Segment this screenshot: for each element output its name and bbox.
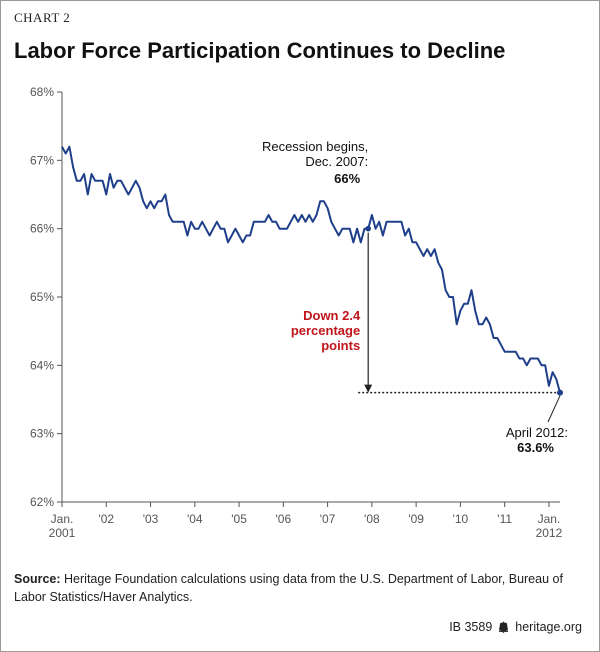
decline-label: Down 2.4 — [303, 308, 361, 323]
y-tick-label: 65% — [30, 290, 54, 304]
liberty-bell-icon — [499, 621, 509, 633]
source-label: Source: — [14, 572, 61, 586]
brief-id: IB 3589 — [449, 620, 493, 634]
y-tick-label: 63% — [30, 427, 54, 441]
y-tick-label: 67% — [30, 153, 54, 167]
x-tick-label: '09 — [408, 512, 424, 526]
x-tick-label: '05 — [231, 512, 247, 526]
source-text: Heritage Foundation calculations using d… — [14, 572, 563, 604]
end-leader-line — [547, 395, 561, 423]
end-value-label: 63.6% — [517, 440, 554, 455]
x-tick-label: '07 — [320, 512, 336, 526]
x-tick-label: '03 — [143, 512, 159, 526]
x-tick-label: '06 — [276, 512, 292, 526]
y-tick-label: 64% — [30, 358, 54, 372]
x-tick-label: 2012 — [536, 526, 563, 540]
x-tick-label: Jan. — [51, 512, 74, 526]
recession-label: Recession begins, — [262, 139, 368, 154]
site-url: heritage.org — [515, 620, 582, 634]
x-tick-label: '10 — [453, 512, 469, 526]
x-tick-label: '04 — [187, 512, 203, 526]
x-tick-label: '11 — [497, 512, 512, 526]
end-label: April 2012: — [506, 425, 568, 440]
decline-label: points — [321, 338, 360, 353]
end-point — [557, 389, 563, 396]
footer: IB 3589 heritage.org — [449, 620, 582, 634]
decline-arrow-head — [364, 384, 373, 393]
y-tick-label: 68% — [30, 85, 54, 99]
x-tick-label: Jan. — [538, 512, 561, 526]
decline-label: percentage — [291, 323, 360, 338]
line-chart: 62%63%64%65%66%67%68%Jan.2001'02'03'04'0… — [30, 85, 568, 540]
y-tick-label: 66% — [30, 222, 54, 236]
recession-point — [365, 225, 371, 232]
y-tick-label: 62% — [30, 495, 54, 509]
recession-value-label: 66% — [334, 171, 360, 186]
source-note: Source: Heritage Foundation calculations… — [14, 570, 584, 606]
recession-label: Dec. 2007: — [305, 154, 368, 169]
x-tick-label: '02 — [98, 512, 114, 526]
participation-rate-line — [61, 145, 561, 393]
x-tick-label: '08 — [364, 512, 380, 526]
chart-number-label: CHART 2 — [14, 10, 71, 25]
x-tick-label: 2001 — [49, 526, 76, 540]
chart-title: Labor Force Participation Continues to D… — [14, 38, 506, 63]
